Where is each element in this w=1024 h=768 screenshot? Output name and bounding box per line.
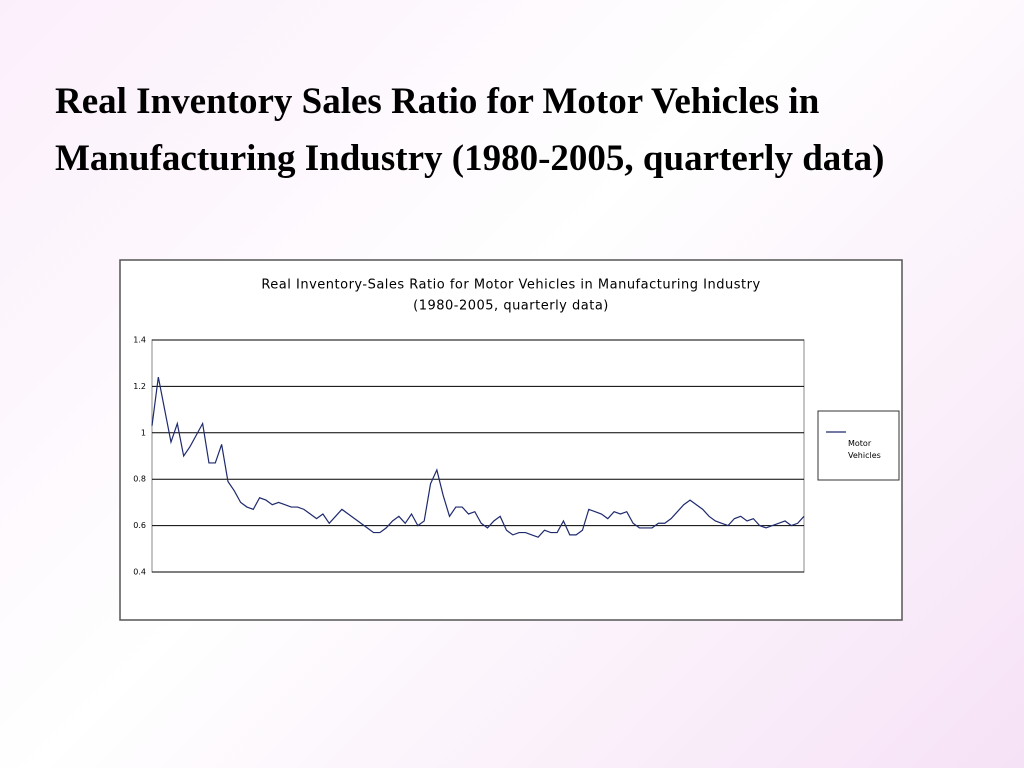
chart-frame (119, 259, 903, 621)
y-tick-label: 1.4 (133, 336, 146, 345)
y-tick-label: 0.8 (133, 475, 146, 484)
legend (817, 410, 900, 481)
data-line (151, 377, 805, 538)
slide-title: Real Inventory Sales Ratio for Motor Veh… (55, 81, 885, 179)
y-tick-label: 1.2 (133, 382, 146, 391)
legend-label: Motor Vehicles (848, 439, 881, 460)
chart-subtitle: (1980-2005, quarterly data) (413, 299, 609, 314)
legend-label-box: Motor Vehicles (848, 439, 881, 460)
y-tick-label: 1 (141, 428, 146, 437)
y-tick-label: 0.6 (133, 521, 146, 530)
y-tick-label: 0.4 (133, 568, 146, 577)
chart-title: Real Inventory-Sales Ratio for Motor Veh… (261, 278, 760, 293)
